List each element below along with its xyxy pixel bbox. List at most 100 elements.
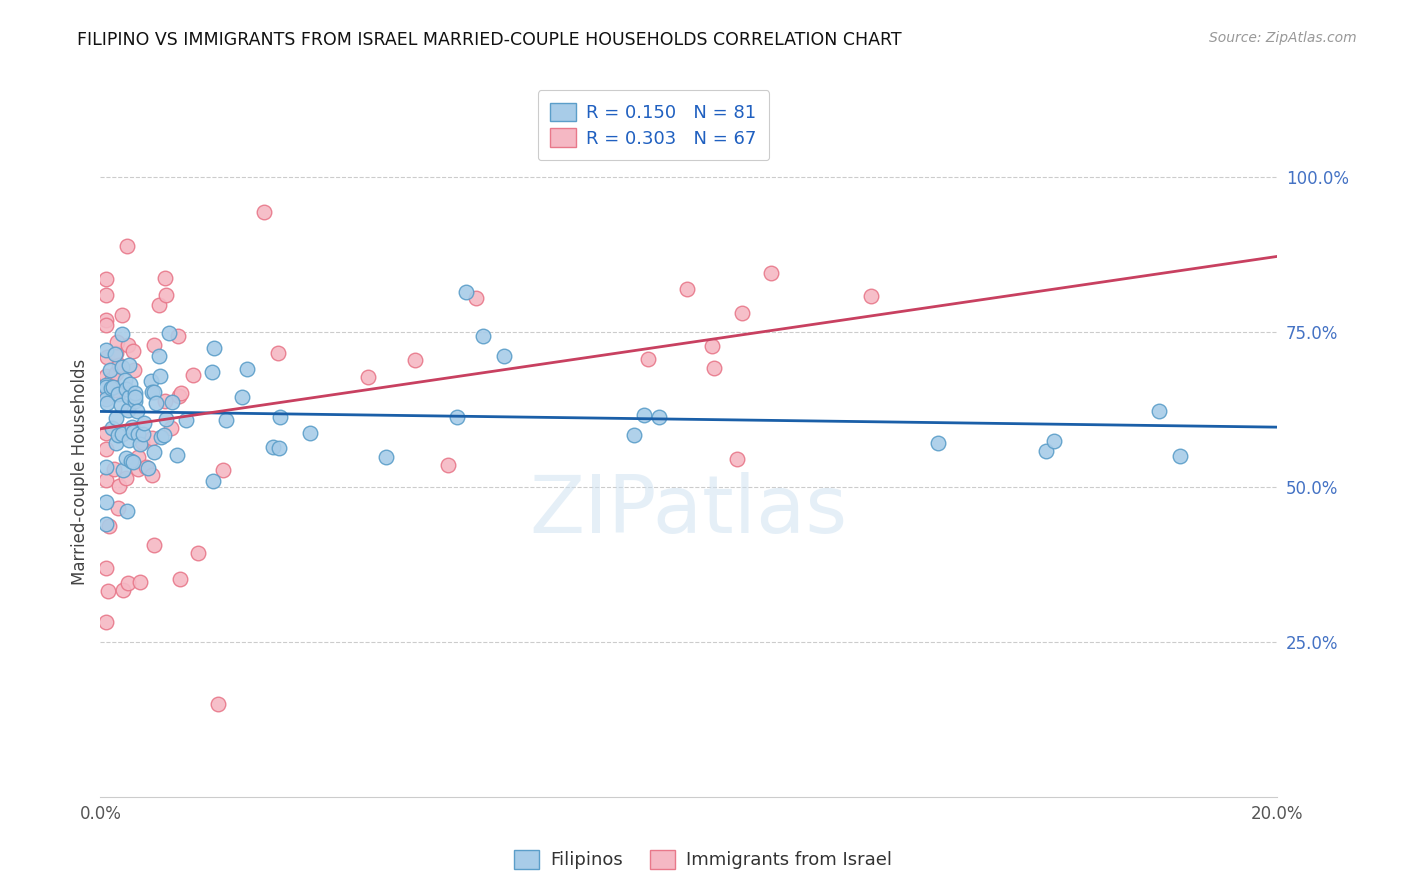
Point	[472, 329, 495, 343]
Point	[267, 441, 290, 455]
Point	[96, 378, 118, 392]
Point	[1147, 404, 1170, 418]
Point	[181, 368, 204, 382]
Point	[623, 428, 645, 442]
Point	[141, 468, 163, 483]
Point	[104, 410, 127, 425]
Point	[118, 377, 141, 392]
Point	[136, 461, 159, 475]
Point	[131, 435, 153, 450]
Point	[96, 343, 118, 358]
Point	[201, 366, 224, 380]
Text: Source: ZipAtlas.com: Source: ZipAtlas.com	[1209, 31, 1357, 45]
Point	[127, 462, 149, 476]
Point	[298, 425, 321, 440]
Point	[731, 306, 754, 320]
Point	[145, 396, 167, 410]
Point	[155, 412, 177, 426]
Point	[96, 473, 118, 487]
Point	[159, 421, 181, 435]
Point	[253, 205, 276, 219]
Point	[143, 338, 166, 352]
Point	[132, 416, 155, 430]
Point	[437, 458, 460, 472]
Point	[167, 389, 190, 403]
Point	[107, 500, 129, 515]
Point	[96, 396, 118, 410]
Point	[141, 385, 163, 400]
Point	[269, 409, 291, 424]
Point	[131, 427, 153, 442]
Point	[446, 410, 468, 425]
Point	[120, 454, 142, 468]
Point	[96, 350, 118, 364]
Point	[96, 495, 118, 509]
Point	[96, 318, 118, 332]
Point	[108, 359, 131, 373]
Point	[122, 425, 145, 439]
Point	[169, 572, 191, 586]
Point	[404, 352, 426, 367]
Point	[637, 351, 659, 366]
Point	[124, 390, 146, 404]
Point	[121, 420, 143, 434]
Point	[231, 391, 253, 405]
Point	[124, 363, 146, 377]
Point	[236, 361, 259, 376]
Point	[676, 282, 699, 296]
Point	[117, 403, 139, 417]
Point	[117, 239, 139, 253]
Point	[148, 297, 170, 311]
Point	[860, 289, 883, 303]
Point	[1035, 443, 1057, 458]
Point	[96, 392, 118, 406]
Point	[127, 450, 149, 465]
Point	[118, 433, 141, 447]
Point	[262, 440, 284, 454]
Point	[174, 413, 197, 427]
Point	[114, 383, 136, 397]
Point	[125, 404, 148, 418]
Point	[96, 460, 118, 475]
Point	[124, 394, 146, 409]
Point	[725, 452, 748, 467]
Point	[122, 455, 145, 469]
Point	[186, 546, 208, 560]
Point	[111, 582, 134, 597]
Point	[492, 349, 515, 363]
Point	[702, 361, 724, 376]
Point	[149, 369, 172, 384]
Point	[100, 381, 122, 395]
Point	[141, 431, 163, 445]
Point	[153, 428, 176, 442]
Point	[633, 409, 655, 423]
Point	[155, 287, 177, 301]
Point	[100, 421, 122, 435]
Point	[114, 373, 136, 387]
Text: FILIPINO VS IMMIGRANTS FROM ISRAEL MARRIED-COUPLE HOUSEHOLDS CORRELATION CHART: FILIPINO VS IMMIGRANTS FROM ISRAEL MARRI…	[77, 31, 903, 49]
Point	[96, 516, 118, 531]
Point	[111, 463, 134, 477]
Point	[96, 368, 118, 383]
Point	[105, 367, 128, 381]
Point	[267, 346, 290, 360]
Point	[110, 398, 132, 412]
Point	[166, 448, 188, 462]
Point	[148, 349, 170, 363]
Point	[97, 519, 120, 533]
Point	[1170, 449, 1192, 463]
Point	[97, 584, 120, 599]
Point	[169, 386, 191, 401]
Point	[157, 326, 180, 341]
Point	[107, 387, 129, 401]
Legend: Filipinos, Immigrants from Israel: Filipinos, Immigrants from Israel	[505, 841, 901, 879]
Point	[1042, 434, 1064, 449]
Point	[117, 575, 139, 590]
Point	[215, 412, 238, 426]
Point	[96, 615, 118, 629]
Point	[202, 341, 225, 355]
Point	[128, 574, 150, 589]
Point	[118, 358, 141, 372]
Point	[374, 450, 396, 465]
Point	[465, 291, 488, 305]
